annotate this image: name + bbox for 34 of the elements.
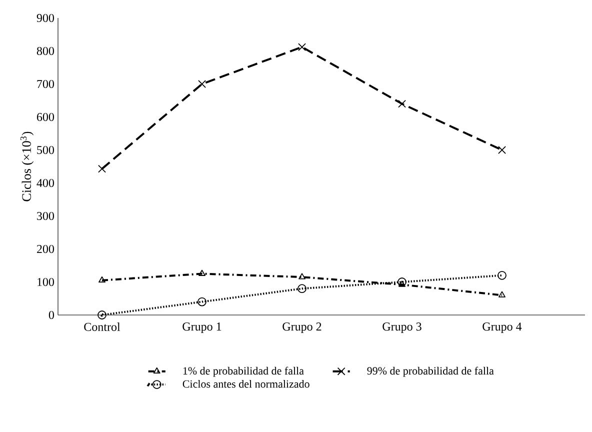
- x-tick-label: Grupo 2: [282, 322, 322, 334]
- y-tick-label: 100: [38, 278, 54, 286]
- y-tick-label: 700: [37, 80, 54, 88]
- point: [98, 276, 106, 283]
- y-tick-label: 200: [37, 244, 54, 254]
- y-tick-label: 800: [36, 46, 54, 56]
- point: [198, 297, 206, 306]
- y-tick-label: 300: [37, 212, 54, 220]
- y-tick-label: 400: [36, 178, 54, 188]
- point: [298, 284, 306, 294]
- point: [198, 270, 206, 276]
- point: [98, 310, 106, 320]
- point: [498, 146, 506, 154]
- x-tick-label: Grupo 4: [482, 322, 522, 334]
- point: [198, 80, 206, 88]
- y-axis-title: Ciclos (×10$^{3}$): [20, 132, 34, 202]
- legend-label: Ciclos antes del normalizado: [182, 380, 310, 388]
- legend-label: 99% de probabilidad de falla: [367, 366, 494, 377]
- y-tick-label: 600: [36, 112, 54, 122]
- point: [298, 43, 306, 52]
- legend-label: 1% de probabilidad de falla: [183, 366, 304, 377]
- y-tick-label: 500: [37, 146, 54, 154]
- point: [398, 100, 406, 108]
- point: [98, 164, 106, 173]
- point: [398, 280, 406, 287]
- point: [498, 270, 506, 280]
- x-tick-label: Grupo 1: [182, 322, 222, 334]
- x-tick-label: Grupo 3: [382, 322, 422, 334]
- y-tick-label: 0: [48, 310, 54, 320]
- y-tick-label: 900: [36, 14, 54, 22]
- point: [498, 291, 506, 298]
- point: [298, 273, 306, 280]
- x-tick-label: Control: [84, 322, 120, 331]
- point: [398, 278, 406, 286]
